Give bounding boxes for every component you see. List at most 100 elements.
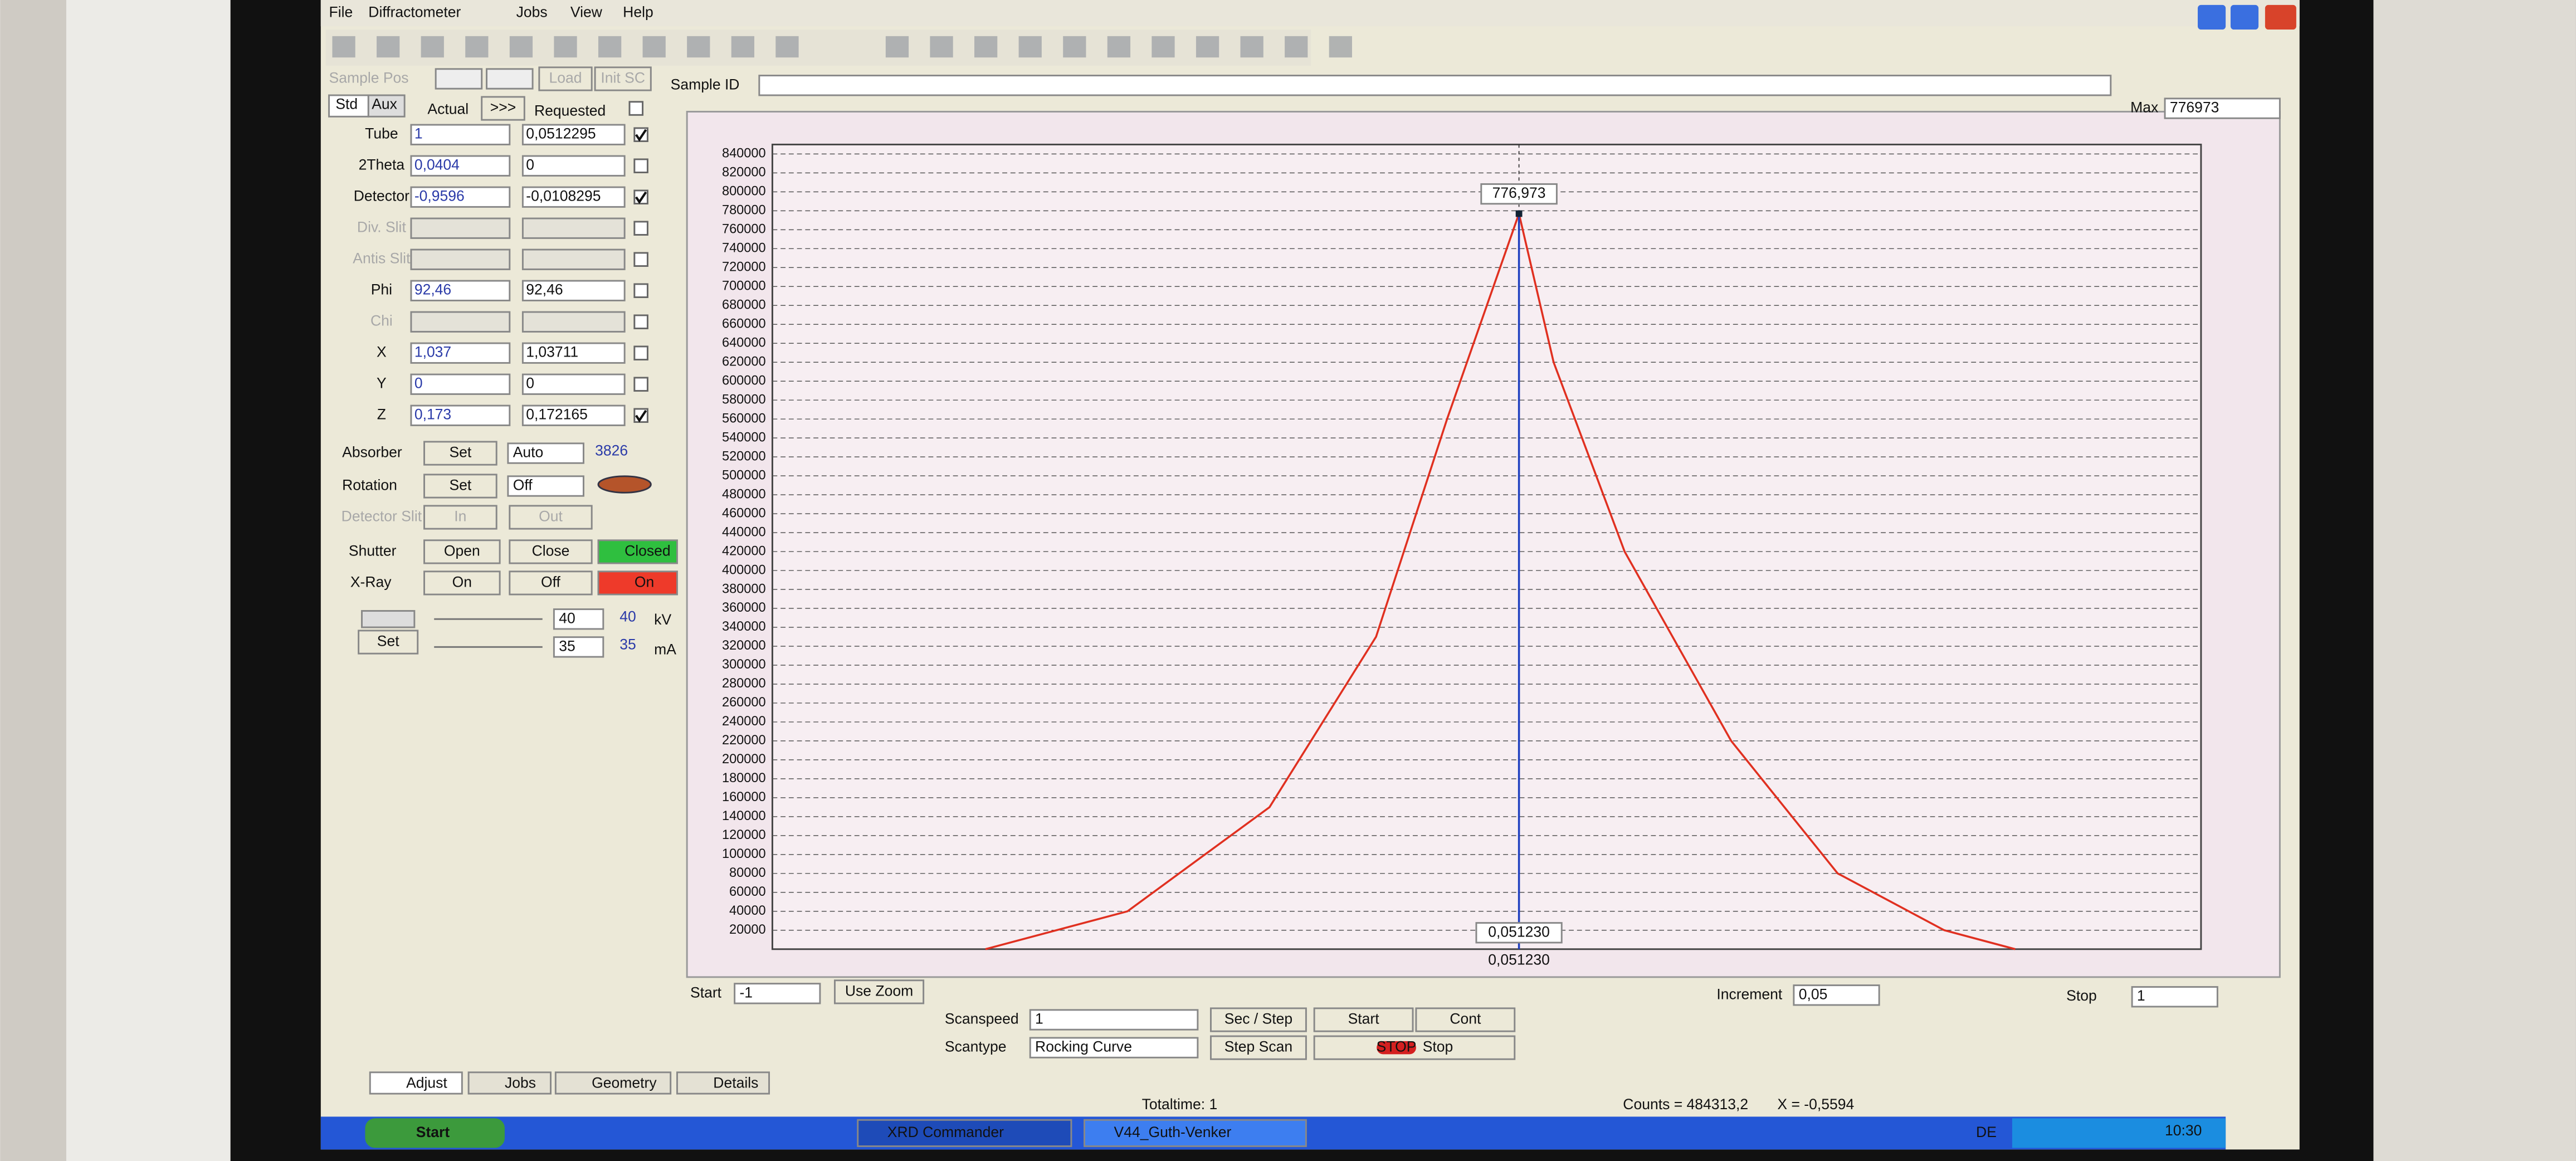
y-tick-label: 380000 [722,581,766,596]
checkbox[interactable] [633,345,648,361]
checkbox[interactable] [633,221,648,236]
actual-value: 1 [414,125,423,142]
maximize-button[interactable] [2230,4,2259,30]
toolbar-icon[interactable] [1107,36,1131,58]
start-button[interactable] [365,1118,505,1148]
checkbox[interactable] [628,101,644,116]
toolbar [325,30,1311,66]
start-field[interactable] [734,983,821,1004]
kv-actual: 40 [619,608,636,625]
toolbar-icon[interactable] [1240,36,1263,58]
actual-value: 0,0404 [414,157,460,173]
xray-on[interactable] [423,570,501,596]
tab[interactable] [676,1071,770,1095]
ma-requested: 35 [559,637,575,654]
requested-field[interactable] [521,186,626,208]
checkbox[interactable] [633,283,648,299]
requested-field[interactable] [521,373,626,395]
xray-off[interactable] [509,570,593,596]
step-scan-button[interactable] [1209,1035,1307,1060]
sample-pos-field [486,68,534,90]
use-zoom-button[interactable] [833,979,925,1004]
slit-in[interactable] [423,505,497,530]
stop-field[interactable] [2131,986,2218,1008]
sec-step-button[interactable] [1209,1007,1307,1032]
sample-id-field[interactable] [758,75,2112,96]
rotation-set[interactable] [423,474,497,499]
requested-field[interactable] [521,248,626,270]
absorber-set[interactable] [423,441,497,466]
toolbar-icon[interactable] [687,36,710,58]
increment-field[interactable] [1793,984,1880,1006]
load-button[interactable] [538,66,593,91]
requested-field[interactable] [521,217,626,239]
status-totaltime: Totaltime: 1 [1142,1096,1218,1113]
cont-button[interactable] [1415,1007,1516,1032]
y-tick-label: 500000 [722,467,766,482]
toolbar-icon[interactable] [598,36,622,58]
checkbox[interactable] [633,377,648,392]
requested-field[interactable] [521,311,626,333]
menu-item: Diffractometer [368,4,461,21]
checkbox[interactable] [633,158,648,173]
toolbar-icon[interactable] [1018,36,1042,58]
toolbar-icon[interactable] [554,36,577,58]
menu-bar [320,0,2300,27]
toolbar-icon[interactable] [509,36,533,58]
rotation-mode[interactable] [507,475,584,497]
toolbar-icon[interactable] [465,36,489,58]
toolbar-icon[interactable] [1196,36,1219,58]
stop-badge [1377,1041,1416,1055]
drive-label: Div. Slit [357,219,407,236]
toolbar-icon[interactable] [642,36,666,58]
tab[interactable] [554,1071,672,1095]
toolbar-icon[interactable] [377,36,400,58]
requested-field[interactable] [521,124,626,145]
copy-button[interactable] [481,96,525,121]
toolbar-icon[interactable] [775,36,799,58]
aux-tab[interactable] [367,94,406,118]
toolbar-icon[interactable] [1152,36,1175,58]
absorber-mode[interactable] [507,442,584,464]
tab[interactable] [369,1071,463,1095]
scantype-field[interactable] [1029,1037,1199,1058]
toolbar-icon[interactable] [1285,36,1308,58]
ma-field[interactable] [553,636,604,658]
ma-actual: 35 [619,636,636,652]
shutter-open[interactable] [423,539,501,564]
y-tick-label: 440000 [722,524,766,539]
shutter-close[interactable] [509,539,593,564]
scan-start-button[interactable] [1313,1007,1414,1032]
requested-field[interactable] [521,155,626,177]
minimize-button[interactable] [2198,4,2226,30]
close-button[interactable] [2265,4,2296,30]
checkbox[interactable] [633,314,648,330]
checkbox[interactable] [633,252,648,267]
toolbar-icon[interactable] [974,36,998,58]
peak-x-box [1475,922,1563,944]
toolbar-icon[interactable] [421,36,444,58]
peak-label-box [1480,183,1558,205]
requested-field[interactable] [521,404,626,426]
toolbar-icon[interactable] [332,36,355,58]
requested-value: 92,46 [526,281,563,298]
tab[interactable] [467,1071,552,1095]
toolbar-icon[interactable] [731,36,755,58]
requested-field[interactable] [521,342,626,364]
task-button[interactable] [1084,1119,1307,1147]
toolbar-icon[interactable] [1063,36,1086,58]
slit-out[interactable] [509,505,593,530]
scanspeed-field[interactable] [1029,1009,1199,1031]
requested-field[interactable] [521,280,626,301]
y-tick-label: 280000 [722,676,766,690]
toolbar-icon[interactable] [885,36,909,58]
toolbar-icon[interactable] [930,36,953,58]
lab-background [2365,0,2575,1161]
generator-set[interactable] [358,630,419,655]
toolbar-icon[interactable] [1329,36,1352,58]
y-tick-label: 600000 [722,373,766,387]
task-button[interactable] [857,1119,1072,1147]
init-sc-button[interactable] [594,66,652,91]
kv-field[interactable] [553,608,604,630]
actual-header: Actual [427,100,469,117]
